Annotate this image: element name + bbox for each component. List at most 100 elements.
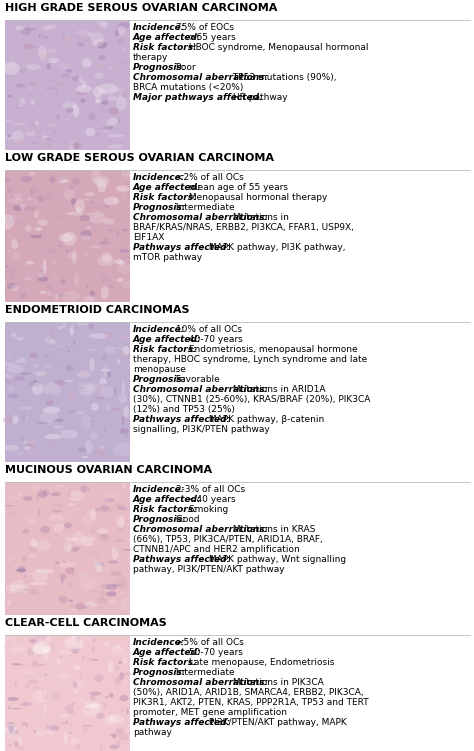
- Ellipse shape: [49, 514, 64, 521]
- Ellipse shape: [7, 189, 12, 193]
- Ellipse shape: [26, 683, 29, 689]
- Text: Chromosomal aberrations:: Chromosomal aberrations:: [133, 525, 268, 534]
- Ellipse shape: [108, 662, 113, 674]
- Ellipse shape: [54, 418, 64, 422]
- Ellipse shape: [65, 720, 68, 724]
- Ellipse shape: [45, 127, 56, 128]
- Text: ENDOMETRIOID CARCINOMAS: ENDOMETRIOID CARCINOMAS: [5, 305, 190, 315]
- Ellipse shape: [62, 323, 67, 328]
- Ellipse shape: [100, 679, 104, 683]
- Text: promoter, MET gene amplification: promoter, MET gene amplification: [133, 708, 287, 717]
- Ellipse shape: [99, 508, 107, 511]
- Text: Intermediate: Intermediate: [173, 668, 235, 677]
- Ellipse shape: [120, 132, 123, 136]
- Ellipse shape: [27, 53, 34, 60]
- Ellipse shape: [44, 674, 47, 675]
- Ellipse shape: [87, 658, 92, 661]
- Ellipse shape: [48, 247, 58, 255]
- Ellipse shape: [46, 24, 57, 29]
- Ellipse shape: [55, 216, 62, 217]
- Ellipse shape: [72, 635, 76, 642]
- Ellipse shape: [73, 689, 78, 694]
- Text: Incidence:: Incidence:: [133, 23, 185, 32]
- Ellipse shape: [120, 34, 123, 35]
- Ellipse shape: [24, 671, 35, 675]
- Ellipse shape: [115, 29, 119, 37]
- Text: (12%) and TP53 (25%): (12%) and TP53 (25%): [133, 405, 235, 414]
- Ellipse shape: [124, 505, 128, 511]
- Ellipse shape: [73, 665, 81, 671]
- Ellipse shape: [90, 433, 98, 440]
- Ellipse shape: [7, 729, 19, 735]
- Ellipse shape: [97, 41, 107, 49]
- Ellipse shape: [51, 328, 55, 334]
- Ellipse shape: [55, 294, 58, 300]
- Ellipse shape: [60, 573, 67, 580]
- Ellipse shape: [17, 588, 29, 591]
- Ellipse shape: [58, 596, 68, 603]
- Ellipse shape: [9, 274, 15, 280]
- Ellipse shape: [23, 441, 27, 443]
- Ellipse shape: [117, 578, 128, 584]
- Ellipse shape: [68, 350, 70, 352]
- Ellipse shape: [44, 421, 53, 426]
- Ellipse shape: [120, 744, 122, 746]
- Ellipse shape: [6, 378, 12, 384]
- Ellipse shape: [82, 207, 93, 209]
- Ellipse shape: [28, 439, 37, 445]
- Ellipse shape: [9, 726, 14, 733]
- Ellipse shape: [22, 675, 26, 677]
- Ellipse shape: [110, 324, 113, 328]
- Ellipse shape: [52, 432, 55, 439]
- Ellipse shape: [101, 587, 106, 590]
- Ellipse shape: [123, 346, 129, 355]
- Ellipse shape: [118, 527, 124, 530]
- Ellipse shape: [23, 44, 33, 50]
- Ellipse shape: [20, 98, 25, 104]
- Ellipse shape: [107, 507, 113, 512]
- Ellipse shape: [115, 677, 121, 684]
- Ellipse shape: [95, 421, 97, 424]
- Ellipse shape: [21, 437, 24, 442]
- Ellipse shape: [68, 732, 73, 734]
- Ellipse shape: [50, 176, 52, 179]
- Ellipse shape: [10, 580, 28, 595]
- Ellipse shape: [123, 94, 128, 97]
- Ellipse shape: [44, 436, 47, 439]
- Ellipse shape: [51, 492, 61, 496]
- Ellipse shape: [122, 427, 124, 433]
- Ellipse shape: [35, 51, 43, 57]
- Ellipse shape: [55, 382, 56, 387]
- Ellipse shape: [69, 573, 80, 578]
- Text: PIK3R1, AKT2, PTEN, KRAS, PPP2R1A, TP53 and TERT: PIK3R1, AKT2, PTEN, KRAS, PPP2R1A, TP53 …: [133, 698, 369, 707]
- Ellipse shape: [30, 47, 39, 48]
- Ellipse shape: [69, 492, 71, 498]
- Ellipse shape: [32, 687, 40, 689]
- Ellipse shape: [49, 176, 55, 182]
- Ellipse shape: [53, 523, 64, 532]
- Ellipse shape: [44, 588, 54, 590]
- Ellipse shape: [19, 357, 26, 360]
- Ellipse shape: [20, 28, 31, 35]
- Ellipse shape: [38, 194, 41, 195]
- Ellipse shape: [119, 696, 127, 701]
- Ellipse shape: [7, 744, 13, 746]
- Ellipse shape: [91, 170, 101, 184]
- Ellipse shape: [25, 247, 26, 249]
- Ellipse shape: [31, 485, 40, 491]
- Ellipse shape: [37, 494, 38, 501]
- Ellipse shape: [12, 444, 18, 451]
- Ellipse shape: [93, 389, 105, 394]
- Ellipse shape: [34, 210, 39, 218]
- Text: TP53 mutations (90%),: TP53 mutations (90%),: [230, 73, 337, 82]
- Ellipse shape: [105, 403, 110, 410]
- Ellipse shape: [115, 68, 123, 73]
- Ellipse shape: [117, 507, 127, 510]
- Ellipse shape: [95, 562, 104, 566]
- Ellipse shape: [17, 219, 27, 226]
- Ellipse shape: [104, 493, 119, 501]
- Ellipse shape: [15, 103, 19, 109]
- Ellipse shape: [91, 403, 99, 411]
- Ellipse shape: [90, 291, 95, 297]
- Ellipse shape: [95, 448, 107, 456]
